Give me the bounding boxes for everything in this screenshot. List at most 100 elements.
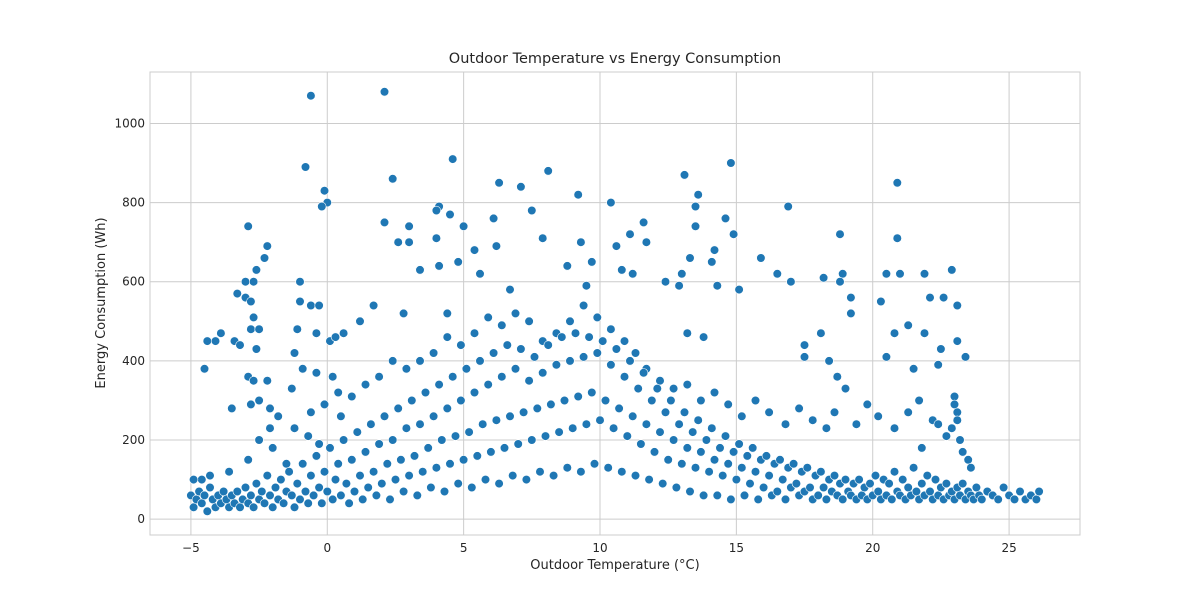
data-point (524, 376, 534, 386)
data-point (319, 186, 330, 196)
data-point (429, 411, 439, 421)
data-point (339, 328, 349, 338)
data-point (254, 435, 264, 445)
data-point (938, 293, 949, 303)
data-point (434, 380, 444, 390)
data-point (306, 300, 316, 311)
data-point (614, 403, 624, 414)
data-point (756, 253, 766, 263)
data-point (448, 154, 458, 164)
data-point (311, 368, 322, 378)
data-point (227, 403, 237, 414)
data-point (289, 423, 300, 433)
data-point (401, 364, 412, 374)
data-point (404, 221, 414, 231)
data-point (379, 411, 390, 421)
data-point (330, 332, 341, 342)
x-axis-title: Outdoor Temperature (°C) (530, 558, 699, 573)
data-point (516, 182, 526, 192)
data-point (423, 443, 433, 453)
data-point (889, 467, 900, 477)
data-point (925, 486, 935, 497)
x-gridlines (190, 72, 1010, 535)
data-point (489, 348, 499, 358)
y-axis-title: Energy Consumption (Wh) (94, 217, 109, 388)
data-point (246, 399, 256, 410)
data-point (750, 467, 761, 477)
data-point (764, 407, 774, 417)
data-point (259, 498, 270, 508)
data-point (816, 328, 826, 338)
y-tick-label: 600 (122, 275, 145, 289)
data-point (393, 237, 403, 247)
data-point (876, 296, 886, 307)
data-point (508, 471, 518, 481)
data-point (952, 336, 962, 346)
data-point (734, 285, 744, 295)
data-point (835, 229, 845, 239)
data-point (630, 471, 641, 481)
data-point (898, 475, 908, 485)
data-point (720, 431, 731, 441)
data-point (816, 467, 826, 477)
data-point (396, 455, 406, 465)
data-point (799, 340, 810, 350)
data-point (489, 213, 499, 223)
data-point (314, 482, 324, 493)
data-point (712, 281, 722, 291)
data-point (808, 415, 818, 425)
data-point (360, 380, 371, 390)
data-point (358, 494, 368, 505)
data-point (464, 427, 474, 437)
data-point (958, 447, 968, 457)
data-point (415, 265, 425, 275)
data-point (341, 479, 352, 489)
data-point (745, 479, 755, 489)
data-point (404, 237, 414, 247)
data-point (1034, 486, 1044, 497)
x-tick-label: 5 (460, 541, 468, 555)
data-point (655, 427, 665, 437)
data-point (360, 447, 371, 457)
data-point (701, 435, 712, 445)
data-point (366, 419, 376, 429)
data-point (349, 486, 360, 497)
data-point (300, 486, 311, 497)
data-point (742, 451, 752, 461)
data-point (240, 482, 251, 493)
data-point (818, 273, 829, 283)
data-point (355, 316, 365, 326)
data-point (374, 439, 384, 449)
data-point (941, 431, 952, 441)
data-point (772, 269, 782, 279)
data-point (565, 356, 575, 366)
data-point (758, 482, 769, 493)
data-point (737, 463, 747, 473)
data-point (369, 467, 379, 477)
data-point (919, 269, 930, 279)
data-point (437, 435, 447, 445)
data-point (388, 435, 398, 445)
data-point (933, 360, 943, 370)
data-point (254, 324, 264, 334)
data-point (295, 494, 305, 505)
y-tick-label: 0 (137, 512, 145, 526)
data-point (693, 190, 703, 200)
data-point (543, 340, 553, 350)
data-point (625, 356, 635, 366)
data-point (491, 415, 502, 425)
data-point (379, 87, 390, 97)
data-point (249, 376, 259, 386)
data-point (958, 479, 968, 489)
y-tick-label: 800 (122, 196, 145, 210)
data-point (224, 467, 234, 477)
data-point (592, 348, 602, 358)
data-point (270, 482, 281, 493)
data-point (251, 344, 261, 354)
data-point (434, 261, 444, 271)
data-point (292, 479, 302, 489)
data-point (336, 411, 346, 421)
data-point (947, 265, 957, 275)
data-point (257, 486, 267, 497)
data-point (379, 217, 390, 227)
